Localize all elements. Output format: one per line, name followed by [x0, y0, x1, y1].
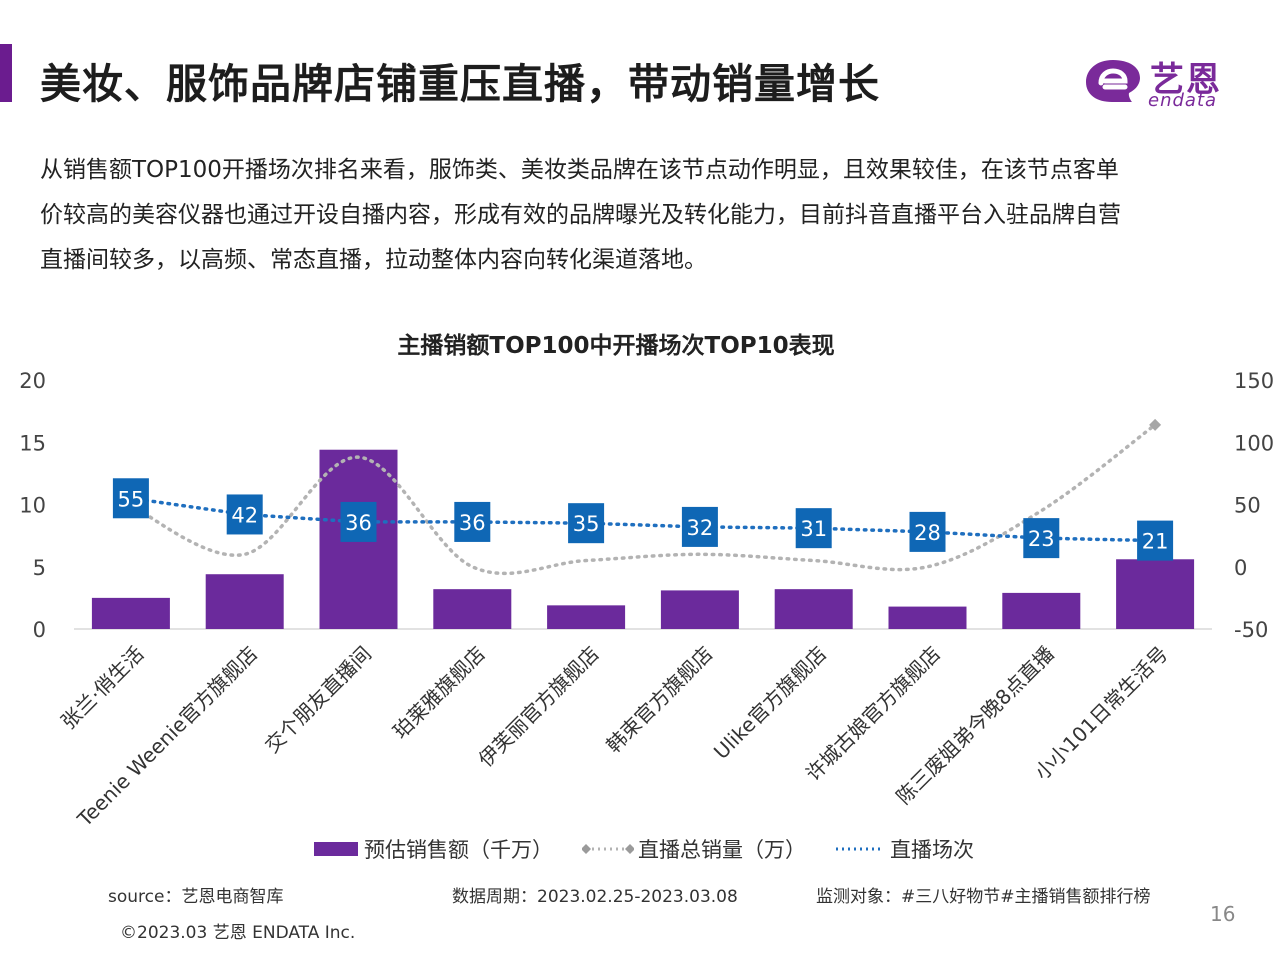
legend-label-sessions: 直播场次 — [890, 838, 974, 862]
sessions-data-label: 23 — [1028, 527, 1055, 551]
sessions-data-label: 32 — [687, 516, 714, 540]
sessions-data-label: 42 — [231, 503, 258, 527]
intro-paragraph: 从销售额TOP100开播场次排名来看，服饰类、美妆类品牌在该节点动作明显，且效果… — [40, 148, 1235, 283]
sessions-data-label: 28 — [914, 521, 941, 545]
bar — [547, 605, 626, 629]
y-left-tick-label: 20 — [19, 369, 46, 393]
bar — [433, 589, 512, 629]
legend-swatch-dotted-diamond — [581, 844, 635, 854]
y-right-tick-label: 50 — [1234, 494, 1261, 518]
sessions-label-box — [909, 511, 946, 552]
bar — [1116, 559, 1195, 629]
y-right-tick-label: 150 — [1234, 369, 1274, 393]
legend-label-sales: 预估销售额（千万） — [364, 838, 553, 862]
y-left-tick-label: 15 — [19, 431, 46, 455]
intro-line: 直播间较多，以高频、常态直播，拉动整体内容向转化渠道落地。 — [40, 247, 707, 273]
page-number: 16 — [1210, 902, 1236, 926]
x-tick-label: Teenie Weenie官方旗舰店 — [72, 642, 262, 830]
logo-english-text: endata — [1148, 90, 1218, 111]
footer-monitor: 监测对象：#三八好物节#主播销售额排行榜 — [816, 887, 1151, 907]
endata-logo: 艺恩 endata — [1082, 52, 1242, 112]
y-left-tick-label: 5 — [33, 556, 46, 580]
volume-marker — [1149, 418, 1162, 431]
sessions-label-box — [226, 494, 263, 535]
x-tick-label: 韩束官方旗舰店 — [601, 642, 717, 758]
bar — [1002, 592, 1081, 629]
page-title: 美妆、服饰品牌店铺重压直播，带动销量增长 — [40, 60, 880, 108]
x-tick-label: 珀莱雅旗舰店 — [388, 642, 490, 744]
legend-item-volume: 直播总销量（万） — [581, 834, 806, 864]
footer-source: source：艺恩电商智库 — [108, 887, 284, 907]
chart-title: 主播销额TOP100中开播场次TOP10表现 — [397, 333, 835, 359]
y-left-tick-label: 0 — [33, 618, 46, 642]
sessions-data-label: 35 — [573, 512, 600, 536]
bar — [888, 606, 967, 629]
sessions-label-box — [454, 501, 491, 542]
bar — [205, 574, 284, 629]
title-accent-bar — [0, 44, 12, 102]
bar — [774, 589, 853, 629]
legend-label-volume: 直播总销量（万） — [638, 838, 806, 862]
combo-chart: 0 5 10 15 20 -50 0 50 100 150 55 42 36 36 35 32 31 28 23 21… — [19, 369, 1274, 830]
x-tick-label: Ulike官方旗舰店 — [709, 642, 831, 764]
bar — [660, 590, 739, 629]
sessions-data-label: 36 — [459, 511, 486, 535]
legend-swatch-dotted-blue — [836, 847, 882, 851]
y-right-tick-label: -50 — [1234, 618, 1268, 642]
endata-logo-icon — [1086, 60, 1140, 102]
legend-item-sessions: 直播场次 — [834, 834, 974, 864]
intro-line: 从销售额TOP100开播场次排名来看，服饰类、美妆类品牌在该节点动作明显，且效果… — [40, 157, 1119, 183]
sessions-data-label: 21 — [1142, 530, 1169, 554]
x-tick-label: 张兰·俏生活 — [56, 642, 148, 734]
bar — [91, 597, 170, 629]
legend-item-sales: 预估销售额（千万） — [314, 834, 553, 864]
intro-line: 价较高的美容仪器也通过开设自播内容，形成有效的品牌曝光及转化能力，目前抖音直播平… — [40, 202, 1121, 228]
sessions-label-box — [112, 478, 149, 519]
sessions-label-box — [681, 506, 718, 547]
y-right-tick-label: 100 — [1234, 431, 1274, 455]
series-line-volume — [129, 423, 1157, 576]
x-tick-label: 交个朋友直播间 — [260, 642, 376, 758]
logo-chinese-text: 艺恩 — [1150, 60, 1222, 100]
sessions-label-box — [568, 503, 605, 544]
legend-swatch-bar — [314, 842, 358, 856]
sessions-label-box — [795, 508, 832, 549]
x-tick-label: 伊芙丽官方旗舰店 — [474, 642, 604, 772]
footer-period: 数据周期：2023.02.25-2023.03.08 — [452, 887, 738, 907]
sessions-label-box — [1137, 520, 1174, 561]
sessions-data-label: 31 — [800, 517, 827, 541]
sessions-label-box — [340, 501, 377, 542]
sessions-label-box — [1023, 518, 1060, 559]
footer-copyright: ©2023.03 艺恩 ENDATA Inc. — [120, 923, 356, 943]
series-line-sessions — [129, 496, 1157, 543]
sessions-data-label: 55 — [118, 487, 145, 511]
y-left-tick-label: 10 — [19, 494, 46, 518]
sessions-data-label: 36 — [345, 511, 372, 535]
y-right-tick-label: 0 — [1234, 556, 1247, 580]
